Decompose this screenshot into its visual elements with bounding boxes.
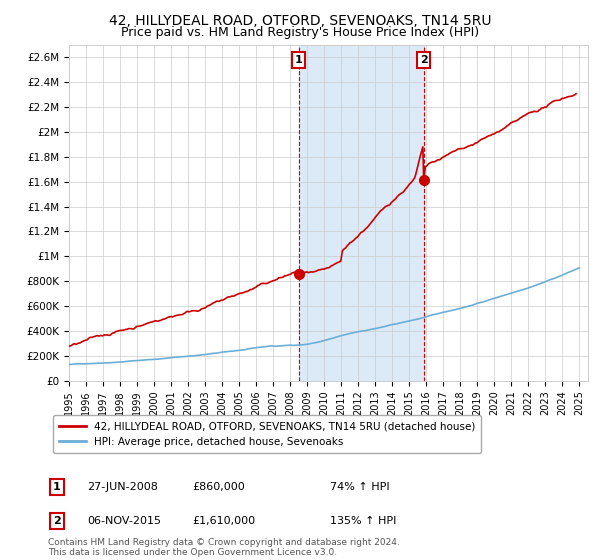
Text: £1,610,000: £1,610,000 xyxy=(192,516,255,526)
Text: 27-JUN-2008: 27-JUN-2008 xyxy=(87,482,158,492)
Text: 1: 1 xyxy=(53,482,61,492)
Text: Contains HM Land Registry data © Crown copyright and database right 2024.
This d: Contains HM Land Registry data © Crown c… xyxy=(48,538,400,557)
Text: 135% ↑ HPI: 135% ↑ HPI xyxy=(330,516,397,526)
Text: 2: 2 xyxy=(420,55,427,65)
Text: 42, HILLYDEAL ROAD, OTFORD, SEVENOAKS, TN14 5RU: 42, HILLYDEAL ROAD, OTFORD, SEVENOAKS, T… xyxy=(109,14,491,28)
Text: £860,000: £860,000 xyxy=(192,482,245,492)
Text: 2: 2 xyxy=(53,516,61,526)
Legend: 42, HILLYDEAL ROAD, OTFORD, SEVENOAKS, TN14 5RU (detached house), HPI: Average p: 42, HILLYDEAL ROAD, OTFORD, SEVENOAKS, T… xyxy=(53,415,481,453)
Text: 74% ↑ HPI: 74% ↑ HPI xyxy=(330,482,389,492)
Text: 1: 1 xyxy=(295,55,302,65)
Bar xyxy=(299,45,424,381)
Text: Price paid vs. HM Land Registry's House Price Index (HPI): Price paid vs. HM Land Registry's House … xyxy=(121,26,479,39)
Text: 06-NOV-2015: 06-NOV-2015 xyxy=(87,516,161,526)
